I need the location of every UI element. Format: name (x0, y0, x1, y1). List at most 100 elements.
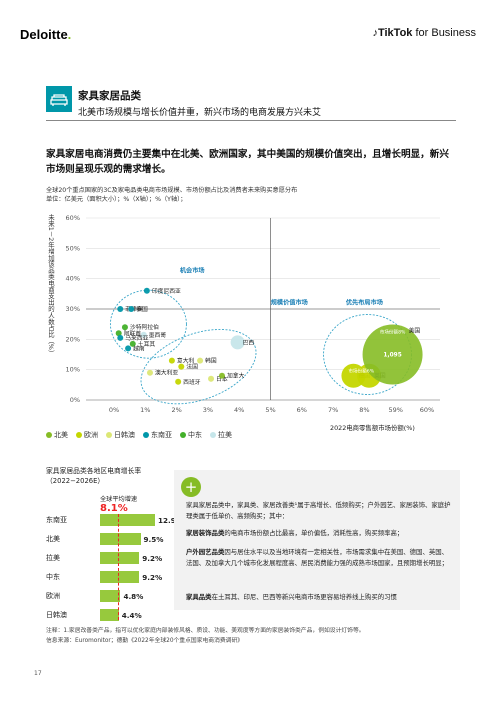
growth-category: 日韩澳 (46, 611, 67, 619)
x-tick-label: 59% (388, 406, 402, 414)
bubble-label: 意大利 (177, 357, 195, 365)
bubble-日本 (208, 375, 215, 382)
x-tick-label: 3% (203, 406, 213, 414)
legend-swatch (210, 432, 216, 438)
growth-row: 北美 9.5% (46, 533, 163, 545)
x-tick-label: 60% (420, 406, 434, 414)
growth-bar (100, 552, 140, 564)
growth-chart-title: 家具家居品类各地区电商增长率（2022−2026E） (46, 467, 142, 485)
legend-label: 日韩澳 (114, 431, 135, 439)
bubble-inline-label: 市场份额6% (348, 368, 374, 375)
insight-p2: 家居装饰品类的电商市场份额占比最高，单价偏低，消耗性高，购买频率高； (186, 529, 404, 537)
growth-category: 中东 (46, 573, 60, 581)
average-value: 8.1% (100, 503, 128, 514)
plus-icon: + (181, 477, 201, 497)
bubble-马来西亚 (117, 334, 124, 341)
tiktok-logo: ♪TikTok for Business (372, 27, 476, 39)
growth-value: 9.5% (143, 534, 164, 544)
bubble-墨西哥 (140, 331, 147, 338)
bubble-印度尼西亚 (143, 287, 150, 294)
legend-swatch (106, 432, 112, 438)
x-tick-label: 6% (297, 406, 307, 414)
y-tick-label: 30% (66, 305, 80, 313)
bubble-chart: 0% 10% 20% 30% 40% 50% 60% 0% 1% 2% 3% 4% 5% 6% 7% 8% 59… (66, 214, 440, 414)
zone-scale (140, 328, 257, 405)
average-line (118, 514, 119, 620)
bubble-加拿大 (218, 372, 225, 379)
bubble-label: 加拿大 (227, 372, 245, 380)
growth-row: 东南亚 12.9% (46, 514, 183, 526)
sofa-icon (46, 86, 72, 112)
insight-p3: 户外园艺品类因与居住水平以及当地环境有一定相关性，市场需求集中在美国、德国、英国… (186, 548, 449, 567)
y-tick-label: 20% (66, 335, 80, 343)
x-axis-label: 2022电商零售额市场份额(%) (330, 424, 415, 432)
bubble-label: 沙特阿拉伯 (130, 323, 159, 331)
bubble-label: 1,095 (383, 353, 401, 359)
growth-value: 12.9% (158, 515, 183, 525)
bubble-巴西 (230, 335, 245, 350)
growth-row: 中东 9.2% (46, 571, 162, 583)
bubble-label: 法国 (186, 363, 198, 371)
section-title: 家具家居品类 (78, 90, 141, 102)
legend-swatch (46, 432, 52, 438)
growth-value: 9.2% (142, 553, 163, 563)
x-tick-label: 4% (234, 406, 244, 414)
growth-row: 拉美 9.2% (46, 552, 162, 564)
growth-bar (100, 514, 155, 526)
bubble-意大利 (168, 357, 175, 364)
legend-label: 拉美 (218, 431, 232, 439)
bubble-label: 马来西亚 (125, 334, 148, 342)
bubble-label: 巴西 (243, 339, 255, 346)
lead-text: 家具家居电商消费仍主要集中在北美、欧洲国家，其中美国的规模价值突出，且增长明显，… (46, 149, 449, 175)
legend-item: 东南亚 (143, 430, 172, 440)
divider (46, 120, 456, 121)
bubble-label: 泰国 (136, 305, 148, 313)
y-tick-label: 40% (66, 275, 80, 283)
x-tick-label: 8% (359, 406, 369, 414)
growth-bar (100, 609, 119, 621)
legend-item: 北美 (46, 430, 68, 440)
growth-bar (100, 533, 141, 545)
y-tick-label: 10% (66, 366, 80, 374)
zone-label: 规模价值市场 (271, 298, 308, 306)
legend-label: 欧洲 (84, 431, 98, 439)
legend-swatch (76, 432, 82, 438)
bubble-土耳其 (129, 340, 136, 347)
growth-value: 4.4% (121, 610, 142, 620)
growth-row: 日韩澳 4.4% (46, 609, 142, 621)
bubble-label: 墨西哥 (149, 332, 167, 339)
legend-item: 欧洲 (76, 430, 98, 440)
growth-row: 欧洲 4.8% (46, 590, 143, 602)
bubble-泰国 (128, 306, 135, 312)
x-tick-label: 5% (265, 406, 275, 414)
zone-label: 优先布局市场 (346, 298, 383, 306)
bubble-inline-label: 市场份额8% (380, 328, 406, 335)
growth-bar (100, 590, 121, 602)
deloitte-logo: Deloitte. (20, 27, 72, 42)
bubble-沙特阿拉伯 (121, 324, 128, 331)
x-tick-label: 7% (328, 406, 338, 414)
bubble-韩国 (197, 357, 204, 364)
insight-p4: 家具品类在土耳其、印尼、巴西等新兴电商市场更容易培养线上购买的习惯 (186, 593, 397, 601)
bubble-label: 西班牙 (183, 378, 201, 386)
bubble-法国 (178, 363, 185, 370)
average-header: 全球平均增速 (100, 496, 138, 503)
x-tick-label: 0% (109, 406, 119, 414)
page-number: 17 (34, 670, 42, 677)
section-subtitle: 北美市场规模与增长价值并重，新兴市场的电商发展方兴未艾 (78, 108, 322, 118)
footnotes: 注释：1.家居改善类产品，指可以优化家庭内部装修风格、质设、功能、美观度等方面的… (46, 628, 365, 644)
legend-label: 北美 (54, 431, 68, 439)
bubble-label: 越南 (133, 344, 145, 352)
legend-label: 中东 (188, 431, 202, 439)
y-tick-label: 60% (66, 214, 80, 222)
legend-item: 中东 (180, 430, 202, 440)
chart-caption: 全球20个重点国家的3C及家电品类电商市场规模、市场份额占比及消费者未来购买意愿… (46, 187, 298, 203)
bubble-label: 澳大利亚 (155, 369, 178, 377)
bubble-label: 美国 (409, 327, 421, 335)
growth-bar (100, 571, 140, 583)
x-tick-label: 1% (140, 406, 150, 414)
bubble-label: 印度尼西亚 (152, 287, 181, 295)
legend-item: 日韩澳 (106, 430, 135, 440)
growth-value: 9.2% (142, 572, 163, 582)
legend-swatch (143, 432, 149, 438)
